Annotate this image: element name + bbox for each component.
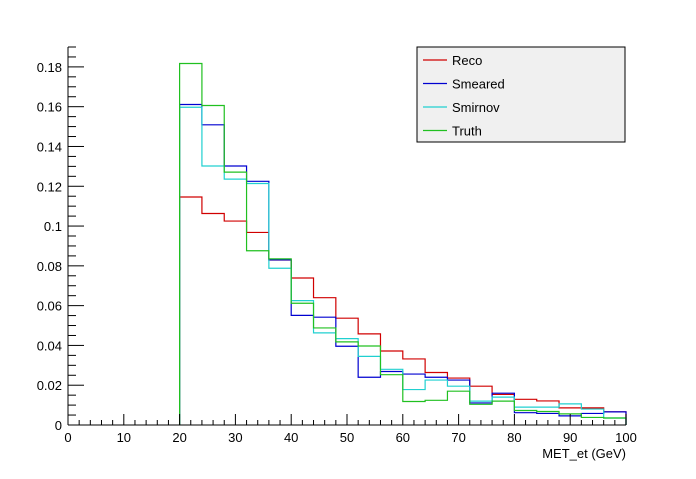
y-tick-label: 0 — [55, 418, 62, 433]
y-tick-label: 0.14 — [37, 139, 62, 154]
x-tick-label: 60 — [396, 430, 410, 445]
y-tick-label: 0.1 — [44, 219, 62, 234]
y-tick-label: 0.02 — [37, 378, 62, 393]
y-tick-label: 0.18 — [37, 60, 62, 75]
x-tick-label: 40 — [284, 430, 298, 445]
x-tick-label: 20 — [172, 430, 186, 445]
y-tick-label: 0.08 — [37, 259, 62, 274]
x-tick-label: 80 — [507, 430, 521, 445]
histogram-layer — [179, 62, 627, 425]
legend: Reco Smeared Smirnov Truth — [416, 46, 626, 143]
legend-label-smirnov: Smirnov — [452, 100, 500, 115]
legend-label-smeared: Smeared — [452, 77, 505, 92]
x-tick-label: 90 — [563, 430, 577, 445]
axes: 0 10 20 30 40 50 60 70 80 90 100 0 0.02 0.04 0.06 0.08 0… — [37, 46, 637, 445]
x-axis-label: MET_et (GeV) — [542, 446, 626, 461]
y-tick-label: 0.12 — [37, 179, 62, 194]
x-tick-label: 10 — [117, 430, 131, 445]
y-tick-label: 0.06 — [37, 299, 62, 314]
legend-box — [416, 46, 626, 143]
x-tick-label: 50 — [340, 430, 354, 445]
x-tick-label: 100 — [615, 430, 637, 445]
x-tick-label: 30 — [228, 430, 242, 445]
series-line-truth — [179, 62, 627, 425]
x-tick-label: 0 — [64, 430, 71, 445]
y-tick-label: 0.04 — [37, 338, 62, 353]
legend-label-truth: Truth — [452, 124, 482, 139]
legend-label-reco: Reco — [452, 53, 482, 68]
x-tick-label: 70 — [451, 430, 465, 445]
y-tick-label: 0.16 — [37, 100, 62, 115]
